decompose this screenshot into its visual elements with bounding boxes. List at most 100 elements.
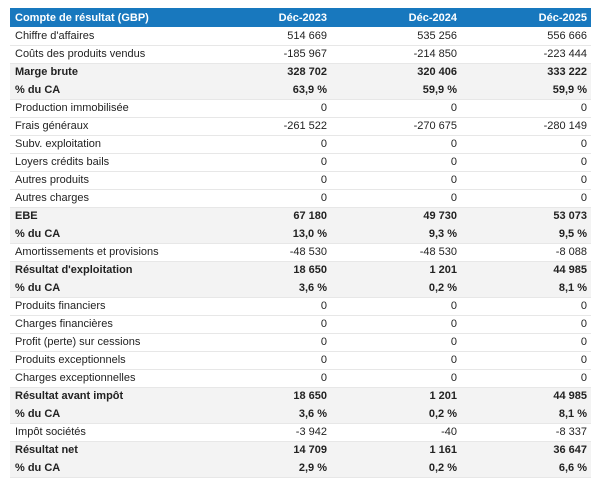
row-value: 0	[461, 152, 591, 171]
row-value: -8 337	[461, 422, 591, 441]
row-value: -8 088	[461, 242, 591, 261]
row-value: 0	[201, 296, 331, 315]
row-label: Autres charges	[10, 188, 201, 207]
row-value: -40	[331, 422, 461, 441]
row-value: 44 985	[461, 386, 591, 405]
row-value: -214 850	[331, 44, 461, 63]
row-value: -261 522	[201, 116, 331, 135]
row-value: 0	[461, 368, 591, 387]
row-value: 0	[461, 98, 591, 117]
row-value: 59,9 %	[331, 80, 461, 99]
table-row: EBE 67 180 49 730 53 073	[10, 206, 591, 225]
row-value: 0	[201, 350, 331, 369]
row-label: Charges financières	[10, 314, 201, 333]
row-value: 9,5 %	[461, 224, 591, 243]
row-value: -48 530	[331, 242, 461, 261]
row-value: 67 180	[201, 206, 331, 225]
table-row: Frais généraux -261 522 -270 675 -280 149	[10, 116, 591, 135]
row-value: -223 444	[461, 44, 591, 63]
column-header-dec-2024: Déc-2024	[331, 8, 461, 27]
row-value: 2,9 %	[201, 458, 331, 478]
table-row: % du CA 2,9 % 0,2 % 6,6 %	[10, 458, 591, 478]
row-label: EBE	[10, 206, 201, 225]
row-value: 0	[201, 170, 331, 189]
row-value: 59,9 %	[461, 80, 591, 99]
row-label: Chiffre d'affaires	[10, 27, 201, 45]
row-value: 535 256	[331, 27, 461, 45]
row-label: Amortissements et provisions	[10, 242, 201, 261]
row-value: 1 161	[331, 440, 461, 459]
table-row: Autres produits 0 0 0	[10, 170, 591, 189]
row-value: 0	[331, 368, 461, 387]
row-value: 514 669	[201, 27, 331, 45]
table-row: Production immobilisée 0 0 0	[10, 98, 591, 117]
row-value: 333 222	[461, 62, 591, 81]
row-label: % du CA	[10, 80, 201, 99]
table-row: Produits exceptionnels 0 0 0	[10, 350, 591, 369]
row-value: 1 201	[331, 386, 461, 405]
row-value: 0	[461, 188, 591, 207]
row-value: 1 201	[331, 260, 461, 279]
row-label: Charges exceptionnelles	[10, 368, 201, 387]
income-statement-table-container: Compte de résultat (GBP) Déc-2023 Déc-20…	[10, 8, 591, 478]
row-value: 0	[331, 152, 461, 171]
table-row: Résultat avant impôt 18 650 1 201 44 985	[10, 386, 591, 405]
row-label: Résultat d'exploitation	[10, 260, 201, 279]
row-value: 18 650	[201, 260, 331, 279]
row-value: 0	[461, 296, 591, 315]
row-value: -3 942	[201, 422, 331, 441]
row-value: 0	[461, 134, 591, 153]
row-label: Profit (perte) sur cessions	[10, 332, 201, 351]
row-value: 49 730	[331, 206, 461, 225]
row-value: 0	[201, 332, 331, 351]
row-value: 0	[201, 98, 331, 117]
row-label: Coûts des produits vendus	[10, 44, 201, 63]
row-value: 0	[331, 188, 461, 207]
row-value: 0	[331, 332, 461, 351]
row-value: 9,3 %	[331, 224, 461, 243]
row-label: Résultat net	[10, 440, 201, 459]
row-value: 0	[201, 368, 331, 387]
column-header-dec-2023: Déc-2023	[201, 8, 331, 27]
table-row: Charges exceptionnelles 0 0 0	[10, 368, 591, 387]
row-value: 0	[201, 134, 331, 153]
row-value: -280 149	[461, 116, 591, 135]
row-value: -270 675	[331, 116, 461, 135]
row-value: 3,6 %	[201, 404, 331, 423]
row-value: 0	[331, 170, 461, 189]
row-label: Marge brute	[10, 62, 201, 81]
table-row: Amortissements et provisions -48 530 -48 5…	[10, 242, 591, 261]
row-value: 0,2 %	[331, 278, 461, 297]
row-value: 3,6 %	[201, 278, 331, 297]
row-label: Subv. exploitation	[10, 134, 201, 153]
row-value: 36 647	[461, 440, 591, 459]
table-row: Résultat net 14 709 1 161 36 647	[10, 440, 591, 459]
table-title: Compte de résultat (GBP)	[10, 8, 201, 27]
row-value: 6,6 %	[461, 458, 591, 478]
row-value: 0	[201, 152, 331, 171]
row-value: 8,1 %	[461, 278, 591, 297]
row-value: 0	[461, 170, 591, 189]
row-label: % du CA	[10, 278, 201, 297]
row-value: 13,0 %	[201, 224, 331, 243]
row-value: 0,2 %	[331, 404, 461, 423]
table-row: Coûts des produits vendus -185 967 -214 85…	[10, 44, 591, 63]
row-value: 0	[331, 134, 461, 153]
row-value: 0	[461, 350, 591, 369]
row-label: Résultat avant impôt	[10, 386, 201, 405]
row-value: 0,2 %	[331, 458, 461, 478]
row-label: % du CA	[10, 224, 201, 243]
table-row: % du CA 3,6 % 0,2 % 8,1 %	[10, 404, 591, 423]
table-row: Produits financiers 0 0 0	[10, 296, 591, 315]
row-value: -48 530	[201, 242, 331, 261]
table-row: % du CA 63,9 % 59,9 % 59,9 %	[10, 80, 591, 99]
row-label: Frais généraux	[10, 116, 201, 135]
row-label: Production immobilisée	[10, 98, 201, 117]
table-row: Autres charges 0 0 0	[10, 188, 591, 207]
row-label: Impôt sociétés	[10, 422, 201, 441]
table-header: Compte de résultat (GBP) Déc-2023 Déc-20…	[10, 8, 591, 27]
row-value: 0	[461, 314, 591, 333]
row-value: 44 985	[461, 260, 591, 279]
row-label: Autres produits	[10, 170, 201, 189]
row-value: 0	[201, 314, 331, 333]
